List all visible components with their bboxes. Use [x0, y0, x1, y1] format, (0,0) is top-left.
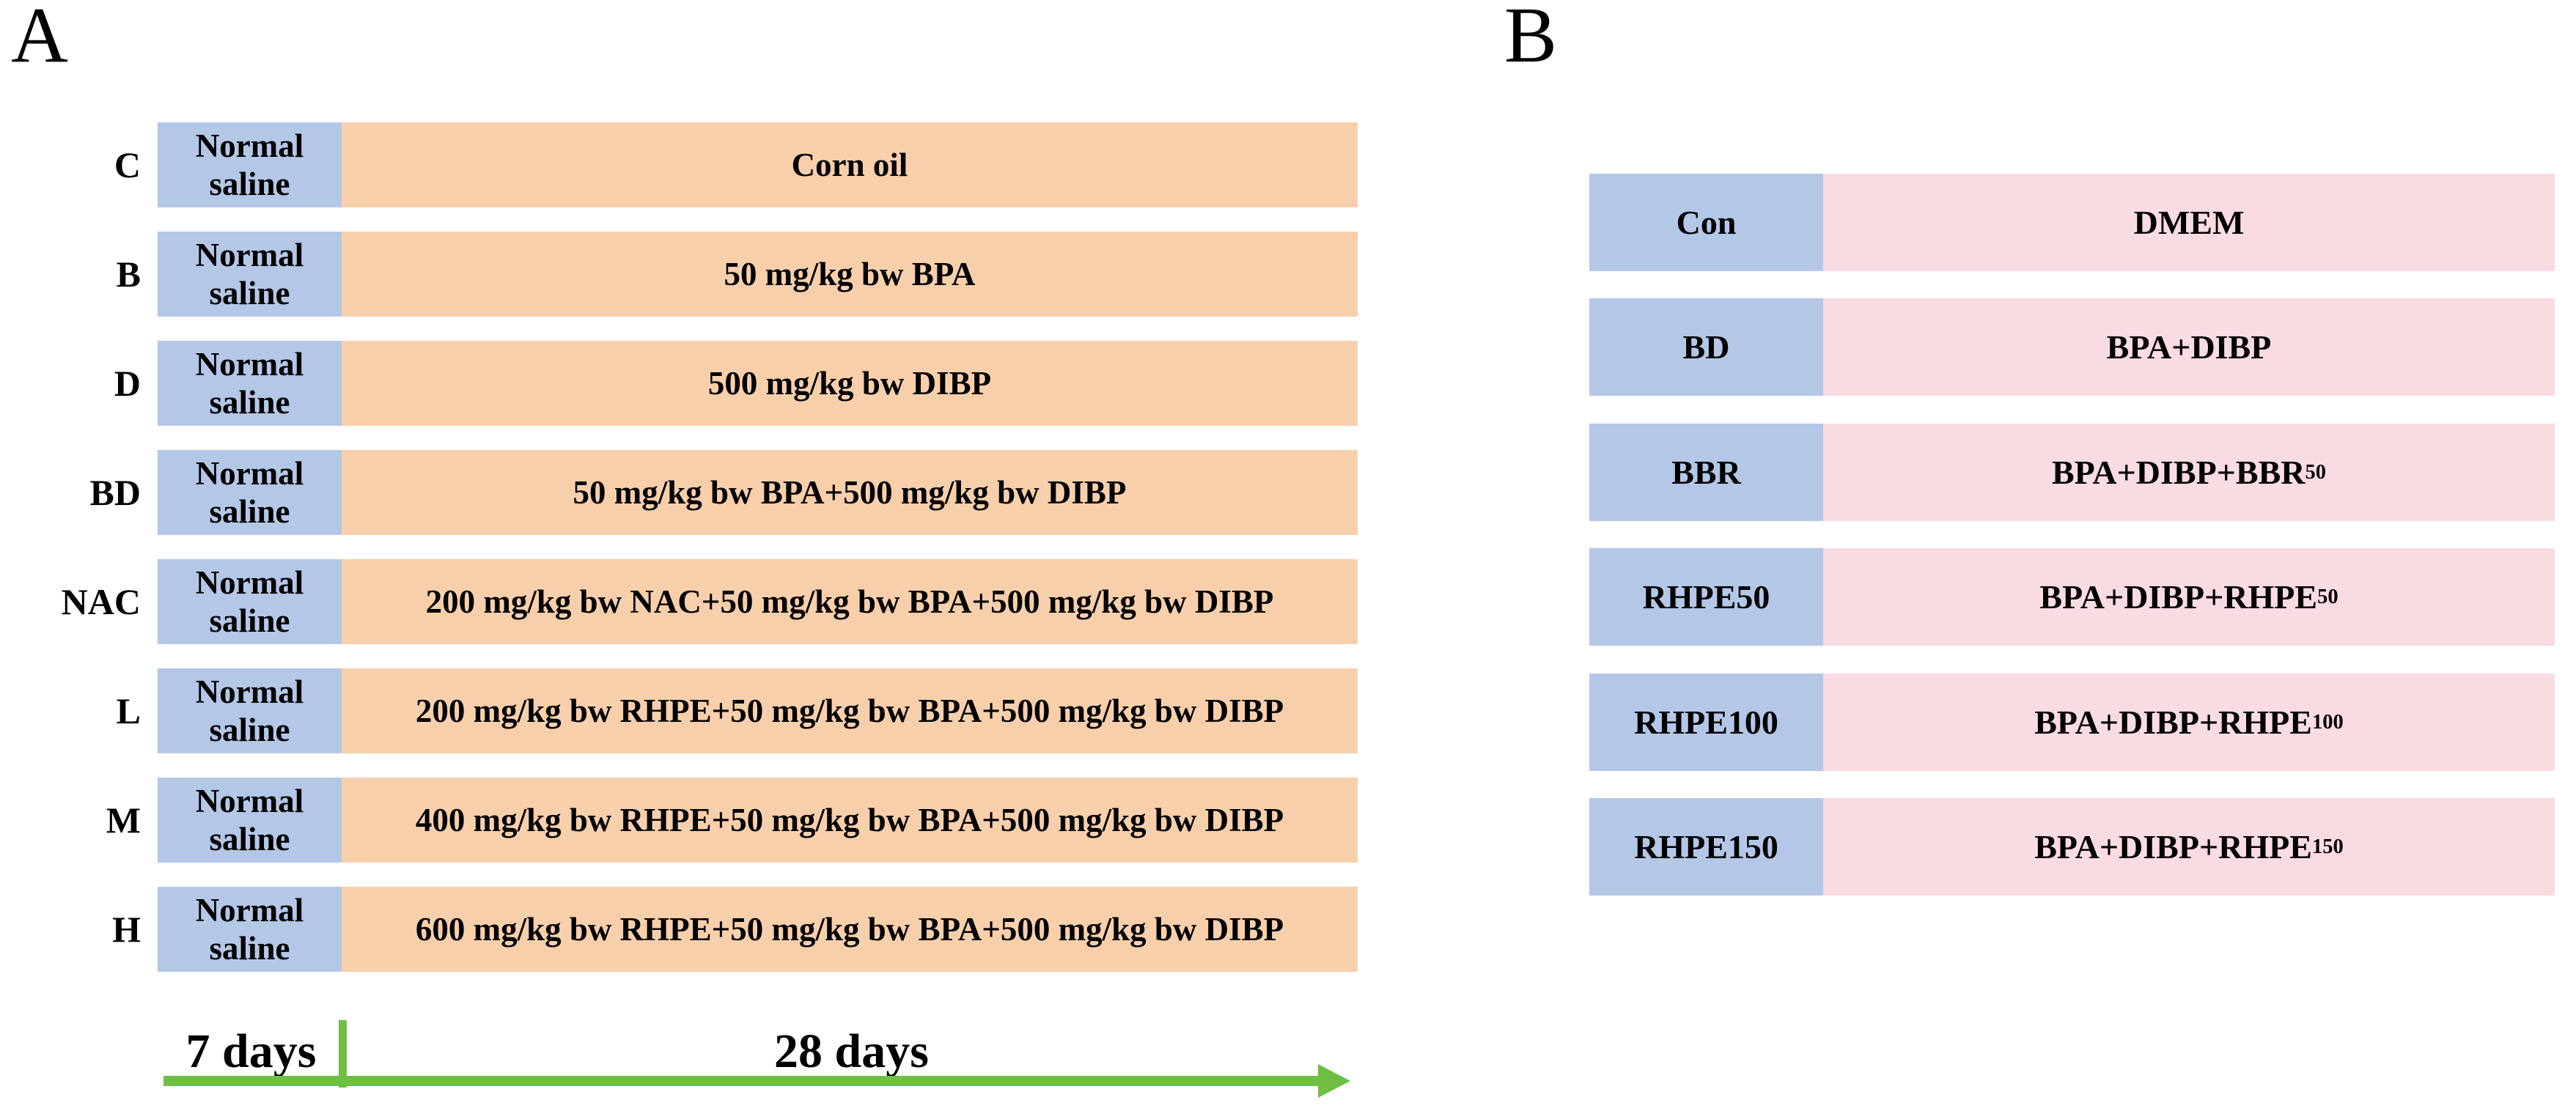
group-label: BD — [89, 472, 141, 513]
group-label: Con — [1589, 174, 1823, 271]
group-label: C — [114, 144, 141, 185]
group-label: H — [112, 909, 141, 950]
group-row-h: H Normal saline 600 mg/kg bw RHPE+50 mg/… — [0, 887, 1358, 972]
treatment-box: 400 mg/kg bw RHPE+50 mg/kg bw BPA+500 mg… — [342, 778, 1358, 863]
treatment-text: BPA+DIBP+RHPE — [2034, 704, 2312, 741]
pretreatment-box: Normal saline — [158, 122, 342, 207]
treatment-text: BPA+DIBP+BBR — [2051, 454, 2305, 491]
panel-a-label: A — [11, 0, 68, 79]
group-label: M — [106, 800, 141, 841]
pretreatment-box: Normal saline — [158, 887, 342, 972]
group-label: RHPE100 — [1589, 673, 1823, 771]
group-label: D — [114, 363, 141, 404]
group-label: BD — [1589, 298, 1823, 396]
group-row-d: D Normal saline 500 mg/kg bw DIBP — [0, 341, 1358, 426]
treatment-box: 200 mg/kg bw NAC+50 mg/kg bw BPA+500 mg/… — [342, 559, 1358, 644]
group-row-rhpe150: RHPE150 BPA+DIBP+RHPE 150 — [1589, 798, 2555, 896]
treatment-text: BPA+DIBP — [2106, 328, 2272, 366]
pretreatment-box: Normal saline — [158, 778, 342, 863]
group-row-bd: BD Normal saline 50 mg/kg bw BPA+500 mg/… — [0, 450, 1358, 535]
treatment-box: BPA+DIBP+RHPE 100 — [1823, 673, 2555, 771]
group-row-c: C Normal saline Corn oil — [0, 122, 1358, 207]
treatment-text: BPA+DIBP+RHPE — [2039, 578, 2318, 616]
group-row-con: Con DMEM — [1589, 174, 2555, 271]
pretreatment-box: Normal saline — [158, 232, 342, 317]
group-label: B — [116, 254, 141, 295]
timeline-tick — [339, 1020, 347, 1088]
group-row-bd-cell: BD BPA+DIBP — [1589, 298, 2555, 396]
group-label: RHPE150 — [1589, 798, 1823, 896]
group-label: NAC — [61, 581, 141, 622]
treatment-box: Corn oil — [342, 122, 1358, 207]
treatment-text: BPA+DIBP+RHPE — [2034, 828, 2312, 865]
treatment-box: 200 mg/kg bw RHPE+50 mg/kg bw BPA+500 mg… — [342, 668, 1358, 753]
group-label: L — [116, 690, 141, 731]
group-row-nac: NAC Normal saline 200 mg/kg bw NAC+50 mg… — [0, 559, 1358, 644]
treatment-box: BPA+DIBP — [1823, 298, 2555, 396]
group-label: BBR — [1589, 424, 1823, 521]
timeline-arrow-shaft — [163, 1076, 1320, 1086]
treatment-box: BPA+DIBP+RHPE 150 — [1823, 798, 2555, 896]
treatment-box: 500 mg/kg bw DIBP — [342, 341, 1358, 426]
treatment-box: 50 mg/kg bw BPA — [342, 232, 1358, 317]
treatment-box: 50 mg/kg bw BPA+500 mg/kg bw DIBP — [342, 450, 1358, 535]
treatment-box: DMEM — [1823, 174, 2555, 271]
group-row-m: M Normal saline 400 mg/kg bw RHPE+50 mg/… — [0, 778, 1358, 863]
timeline-arrowhead-icon — [1318, 1064, 1350, 1098]
treatment-box: BPA+DIBP+RHPE 50 — [1823, 548, 2555, 646]
group-row-b: B Normal saline 50 mg/kg bw BPA — [0, 232, 1358, 317]
pretreatment-box: Normal saline — [158, 450, 342, 535]
pretreatment-box: Normal saline — [158, 559, 342, 644]
treatment-text: DMEM — [2133, 204, 2245, 241]
group-row-rhpe100: RHPE100 BPA+DIBP+RHPE 100 — [1589, 673, 2555, 771]
group-row-rhpe50: RHPE50 BPA+DIBP+RHPE 50 — [1589, 548, 2555, 646]
group-row-l: L Normal saline 200 mg/kg bw RHPE+50 mg/… — [0, 668, 1358, 753]
treatment-box: BPA+DIBP+BBR 50 — [1823, 424, 2555, 521]
treatment-duration-label: 28 days — [774, 1025, 929, 1078]
pretreatment-box: Normal saline — [158, 341, 342, 426]
group-row-bbr: BBR BPA+DIBP+BBR 50 — [1589, 424, 2555, 521]
panel-b-label: B — [1504, 0, 1558, 79]
pretreatment-box: Normal saline — [158, 668, 342, 753]
pretreatment-duration-label: 7 days — [185, 1025, 317, 1078]
group-label: RHPE50 — [1589, 548, 1823, 646]
treatment-box: 600 mg/kg bw RHPE+50 mg/kg bw BPA+500 mg… — [342, 887, 1358, 972]
